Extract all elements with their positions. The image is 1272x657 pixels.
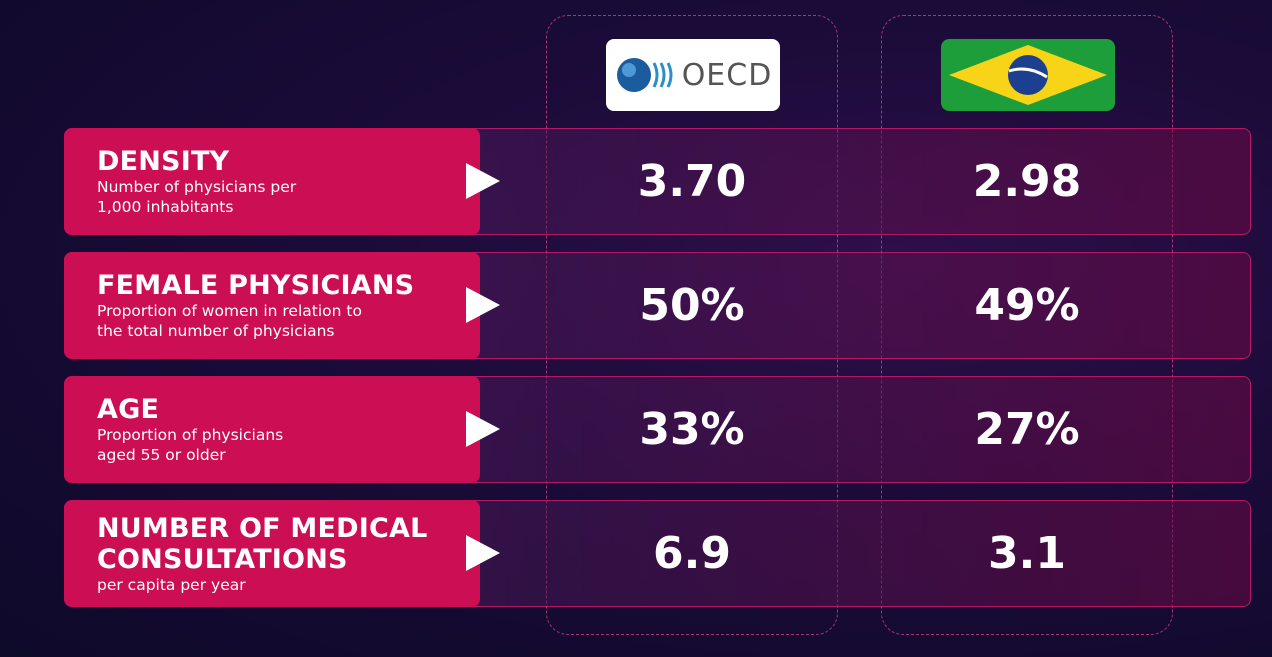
row-label: FEMALE PHYSICIANS Proportion of women in … [64,252,480,359]
arrow [466,535,500,571]
brazil-value: 49% [974,280,1080,331]
oecd-text: OECD [681,57,773,93]
oecd-globe [616,58,673,92]
row-description: Proportion of women in relation to [97,302,362,320]
brazil-value: 2.98 [972,156,1082,207]
row-label: DENSITY Number of physicians per 1,000 inh… [64,128,480,235]
row-title: DENSITY [97,146,230,177]
oecd-value: 33% [639,404,745,455]
row-description: aged 55 or older [97,446,226,464]
brazil-value: 3.1 [988,528,1066,579]
brazil-flag [941,39,1115,111]
row-label: NUMBER OF MEDICAL CONSULTATIONS per capit… [64,500,480,607]
row-description: 1,000 inhabitants [97,198,234,216]
row-label: AGE Proportion of physicians aged 55 or ol… [64,376,480,483]
row-description: the total number of physicians [97,322,335,340]
oecd-value: 6.9 [653,528,731,579]
brazil-value: 27% [974,404,1080,455]
row-description: per capita per year [97,575,246,594]
oecd-value: 3.70 [637,156,747,207]
row-description: Number of physicians per [97,178,297,196]
row-title: AGE [97,394,160,425]
row-title: FEMALE PHYSICIANS [97,270,415,301]
row-description: Proportion of physicians [97,426,284,444]
arrow [466,163,500,199]
arrow [466,411,500,447]
row-title: NUMBER OF MEDICAL CONSULTATIONS [97,512,428,575]
arrow [466,287,500,323]
oecd-value: 50% [639,280,745,331]
oecd-logo: OECD [606,39,780,111]
